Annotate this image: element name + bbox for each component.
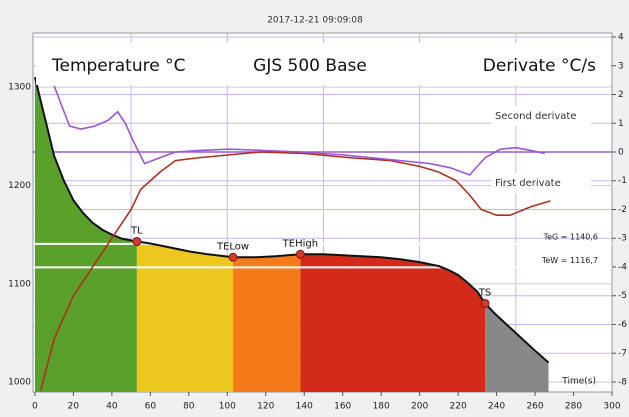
y2-tick-label: 1	[618, 119, 624, 129]
series-line	[39, 151, 551, 391]
phase-area	[485, 303, 549, 392]
x-tick-label: 160	[334, 402, 351, 412]
y2-tick-label: -8	[618, 377, 627, 387]
label-box	[491, 173, 591, 193]
x-tick-label: 20	[68, 402, 80, 412]
y2-tick-label: -3	[618, 234, 627, 244]
y2-tick-label: -7	[618, 349, 627, 359]
event-point	[228, 252, 238, 262]
y2-tick-label: -6	[618, 320, 627, 330]
x-tick-label: 80	[183, 402, 195, 412]
y2-tick-label: 2	[618, 90, 624, 100]
x-tick-label: 220	[450, 402, 467, 412]
event-label: TEHigh	[282, 238, 318, 249]
timestamp: 2017-12-21 09:09:08	[267, 16, 363, 26]
y-tick-label: 1100	[8, 279, 31, 289]
event-label: TL	[130, 226, 143, 237]
y2-tick-label: 4	[618, 33, 624, 43]
y2-tick-label: -1	[618, 176, 627, 186]
event-label: TELow	[216, 241, 249, 252]
x-tick-label: 40	[106, 402, 118, 412]
x-tick-label: 180	[373, 402, 390, 412]
x-axis-label: Time(s)	[561, 377, 596, 387]
y2-tick-label: -4	[618, 262, 627, 272]
marks: TeG = 1140,6 TeW = 1116,7	[33, 77, 612, 392]
series-label: First derivate	[495, 178, 561, 189]
series-line	[33, 77, 550, 364]
x-tick-label: 100	[219, 402, 236, 412]
y2-tick-label: -5	[618, 291, 627, 301]
y2-tick-label: 3	[618, 61, 624, 71]
x-tick-label: 260	[526, 402, 543, 412]
event-label: TS	[478, 287, 491, 298]
event-point	[480, 298, 490, 308]
header-box	[36, 43, 610, 85]
y2-axis-label: Derivate °C/s	[483, 56, 596, 76]
phase-area	[233, 254, 301, 392]
y2-tick-label: -2	[618, 205, 627, 215]
x-tick-label: 120	[257, 402, 274, 412]
y-axis-label: Temperature °C	[51, 56, 185, 76]
x-tick-label: 0	[32, 402, 38, 412]
phase-area	[300, 254, 486, 392]
x-tick-label: 280	[565, 402, 582, 412]
x-tick-label: 300	[603, 402, 620, 412]
series-line	[53, 85, 545, 176]
y2-tick-label: 0	[618, 147, 624, 157]
phase-area	[34, 77, 137, 392]
phase-area	[136, 241, 234, 392]
y-tick-label: 1200	[8, 181, 31, 191]
chart-title: GJS 500 Base	[253, 56, 367, 76]
x-tick-label: 140	[296, 402, 313, 412]
reference-label: TeG = 1140,6	[543, 232, 598, 241]
x-tick-label: 200	[411, 402, 428, 412]
reference-label: TeW = 1116,7	[541, 256, 598, 265]
x-tick-label: 240	[488, 402, 505, 412]
label-box	[491, 106, 591, 126]
x-tick-label: 60	[145, 402, 157, 412]
series-label: Second derivate	[495, 111, 577, 122]
y-tick-label: 1300	[8, 83, 31, 93]
event-point	[295, 249, 305, 259]
y-tick-label: 1000	[8, 378, 31, 388]
event-point	[132, 237, 142, 247]
